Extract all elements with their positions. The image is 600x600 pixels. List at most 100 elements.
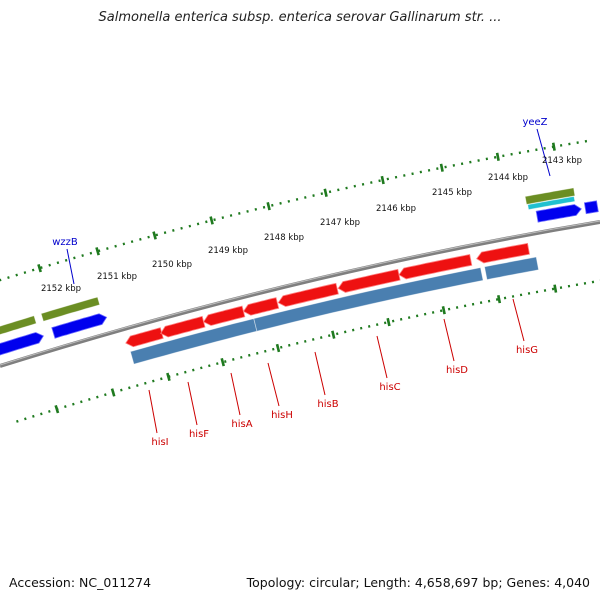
minor-tick — [15, 273, 18, 277]
forward-gene-band — [0, 315, 37, 335]
minor-tick — [130, 240, 134, 244]
minor-tick — [64, 258, 68, 262]
genome-summary: Topology: circular; Length: 4,658,697 bp… — [246, 575, 590, 590]
minor-tick — [192, 368, 195, 372]
minor-tick — [460, 162, 464, 166]
minor-tick — [188, 224, 192, 228]
minor-tick — [287, 199, 291, 203]
minor-tick — [0, 278, 2, 282]
major-tick — [209, 216, 214, 225]
major-tick — [323, 188, 328, 197]
minor-tick — [503, 296, 507, 300]
minor-tick — [128, 386, 131, 390]
leader-line — [230, 372, 241, 416]
minor-tick — [139, 237, 142, 241]
scale-label: 2147 kbp — [320, 218, 360, 228]
minor-tick — [287, 343, 291, 347]
minor-tick — [56, 261, 60, 265]
minor-tick — [439, 309, 443, 313]
major-tick — [441, 306, 446, 315]
major-tick — [220, 358, 225, 367]
minor-tick — [502, 154, 505, 158]
minor-tick — [106, 247, 109, 250]
minor-tick — [353, 184, 357, 188]
minor-tick — [526, 149, 530, 153]
major-tick — [497, 294, 502, 304]
minor-tick — [254, 207, 258, 211]
gene-features — [0, 187, 599, 365]
minor-tick — [73, 256, 76, 260]
labels: 2143 kbp 2144 kbp 2145 kbp 2146 kbp 2147 kbp… — [41, 117, 582, 448]
major-tick — [495, 152, 500, 162]
minor-tick — [144, 381, 147, 385]
minor-tick — [510, 152, 513, 156]
minor-tick — [32, 414, 35, 418]
scale-label: 2152 kbp — [41, 284, 81, 294]
minor-tick — [89, 251, 93, 255]
forward-gene — [583, 200, 599, 215]
leader-line — [148, 389, 158, 434]
minor-tick — [394, 175, 398, 179]
forward-gene-band — [524, 187, 576, 205]
minor-tick — [280, 345, 283, 349]
major-tick — [152, 231, 157, 240]
minor-tick — [180, 226, 183, 230]
major-tick — [266, 202, 271, 211]
minor-tick — [96, 395, 99, 399]
scale-label: 2144 kbp — [488, 173, 528, 183]
minor-tick — [155, 233, 159, 237]
leader-line — [376, 335, 388, 379]
minor-tick — [196, 222, 200, 226]
minor-tick — [361, 182, 365, 186]
minor-tick — [238, 212, 241, 215]
minor-tick — [205, 220, 208, 224]
minor-tick — [584, 139, 588, 143]
minor-tick — [104, 393, 107, 397]
minor-tick — [184, 370, 187, 374]
genome-map[interactable]: 2143 kbp 2144 kbp 2145 kbp 2146 kbp 2147 kbp… — [0, 0, 600, 560]
major-tick — [54, 404, 60, 414]
major-tick — [331, 330, 336, 339]
minor-tick — [559, 286, 563, 289]
minor-tick — [262, 205, 266, 209]
minor-tick — [567, 284, 571, 288]
major-tick — [551, 142, 556, 151]
minor-tick — [31, 268, 35, 272]
minor-tick — [551, 287, 555, 291]
minor-tick — [240, 355, 243, 359]
backbone-highlight — [0, 220, 600, 366]
minor-tick — [535, 148, 538, 152]
scale-label: 2146 kbp — [376, 204, 416, 214]
minor-tick — [527, 292, 531, 295]
leader-line — [443, 318, 455, 362]
minor-tick — [337, 188, 340, 192]
minor-tick — [311, 338, 315, 341]
minor-tick — [543, 289, 547, 292]
minor-tick — [411, 172, 414, 176]
minor-tick — [386, 177, 390, 181]
inner-ticks — [16, 279, 600, 423]
gene-label-reverse: hisD — [446, 365, 468, 376]
minor-tick — [359, 326, 363, 330]
reverse-gene — [242, 297, 280, 316]
forward-gene — [535, 204, 582, 223]
minor-tick — [213, 218, 216, 222]
minor-tick — [511, 295, 515, 298]
gene-label-reverse: hisB — [317, 399, 338, 410]
scale-label: 2143 kbp — [542, 156, 582, 166]
minor-tick — [272, 347, 275, 351]
minor-tick — [48, 410, 51, 413]
minor-tick — [40, 412, 43, 416]
leader-line — [187, 381, 198, 426]
minor-tick — [452, 163, 456, 167]
minor-tick — [375, 323, 379, 327]
map-title: Salmonella enterica subsp. enterica sero… — [98, 10, 502, 25]
minor-tick — [72, 402, 75, 406]
minor-tick — [208, 364, 211, 368]
minor-tick — [493, 155, 497, 159]
scale-label: 2151 kbp — [97, 272, 137, 282]
leader-line — [512, 298, 525, 342]
minor-tick — [444, 165, 447, 169]
minor-tick — [427, 168, 431, 172]
minor-tick — [519, 293, 523, 297]
